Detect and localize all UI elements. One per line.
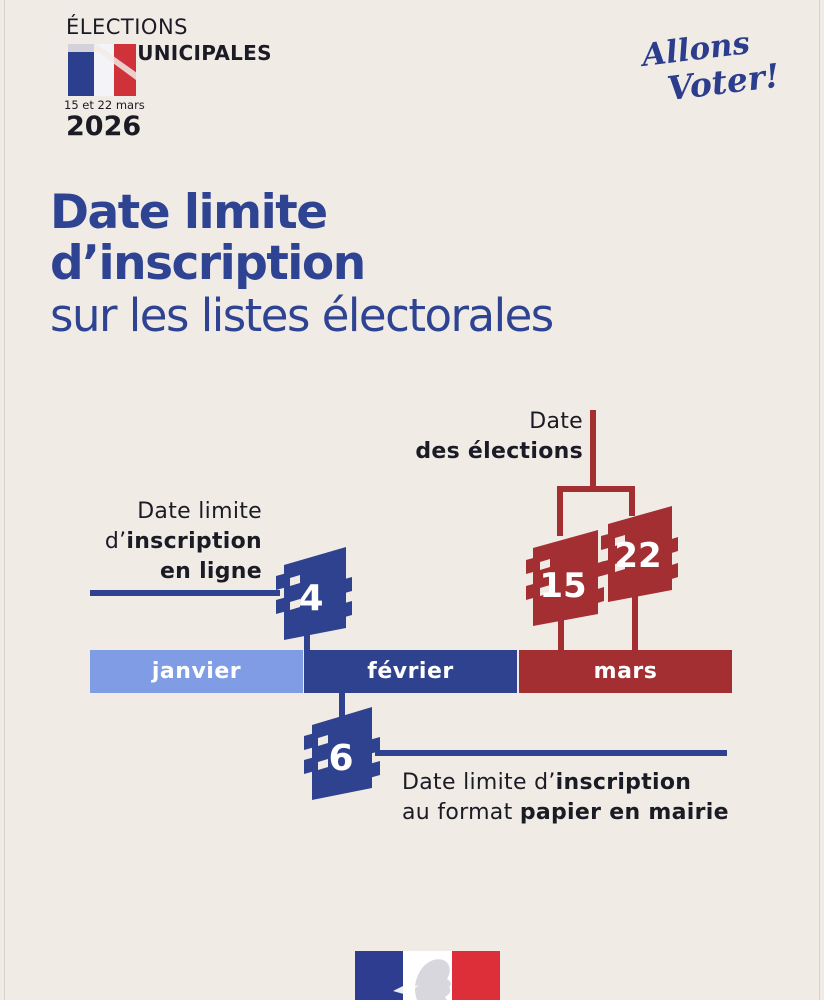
election-22-stem bbox=[632, 590, 638, 652]
online-label-line1: Date limite bbox=[137, 499, 262, 524]
paper-deadline-line bbox=[375, 750, 727, 756]
title-line1: Date limite bbox=[50, 185, 328, 240]
badge-day-15: 15 bbox=[526, 530, 604, 626]
marianne-logo bbox=[355, 951, 500, 1000]
online-deadline-stem bbox=[304, 620, 310, 652]
day-6-text: 6 bbox=[328, 738, 353, 779]
badge-day-4: 4 bbox=[276, 547, 352, 640]
paper-deadline-label: Date limite d’inscription au format papi… bbox=[402, 768, 742, 828]
online-deadline-line bbox=[90, 590, 280, 596]
paper-label-line1: Date limite d’inscription bbox=[402, 768, 742, 798]
day-15-text: 15 bbox=[539, 566, 586, 606]
logo-year: 2026 bbox=[66, 111, 142, 142]
paper-label-pre: Date limite d’ bbox=[402, 770, 556, 795]
elections-bracket-top bbox=[557, 486, 635, 492]
paper-label-bold2: papier en mairie bbox=[519, 800, 729, 825]
badge-day-6: 6 bbox=[304, 707, 380, 800]
elections-label-line2: des élections bbox=[400, 437, 583, 467]
elections-label: Date des élections bbox=[400, 407, 583, 467]
month-fevrier: février bbox=[304, 650, 517, 693]
logo-elections-text: ÉLECTIONS bbox=[66, 15, 188, 39]
title-line2: d’inscription bbox=[50, 236, 366, 291]
day-4-text: 4 bbox=[298, 578, 323, 619]
elections-label-bold: des élections bbox=[415, 439, 583, 464]
badge-day-22: 22 bbox=[601, 506, 678, 602]
elections-label-line1: Date bbox=[529, 409, 583, 434]
marianne-icon bbox=[355, 951, 500, 1000]
online-label-bold2: en ligne bbox=[159, 559, 262, 584]
elections-bracket-right bbox=[629, 486, 635, 516]
french-flag-icon bbox=[58, 38, 144, 96]
elections-bracket-left bbox=[557, 486, 563, 536]
online-label-d: d’ bbox=[104, 529, 127, 554]
logo-municipales-text: MUNICIPALES bbox=[117, 41, 272, 65]
online-label-line2: d’inscription bbox=[90, 527, 262, 557]
paper-deadline-stem bbox=[339, 690, 345, 718]
election-15-stem bbox=[558, 610, 564, 652]
day-22-text: 22 bbox=[614, 536, 661, 576]
paper-label-line2: au format papier en mairie bbox=[402, 798, 742, 828]
elections-stem bbox=[590, 410, 596, 490]
month-mars: mars bbox=[519, 650, 732, 693]
online-label-line3: en ligne bbox=[90, 557, 262, 587]
paper-label-mid: au format bbox=[402, 800, 520, 825]
online-label-bold1: inscription bbox=[126, 529, 262, 554]
paper-label-bold1: inscription bbox=[555, 770, 692, 795]
month-janvier: janvier bbox=[90, 650, 303, 693]
title-line3: sur les listes électorales bbox=[50, 289, 554, 342]
logo-dates: 15 et 22 mars bbox=[64, 98, 145, 112]
online-deadline-label: Date limite d’inscription en ligne bbox=[90, 497, 262, 587]
page-frame bbox=[4, 0, 820, 1000]
